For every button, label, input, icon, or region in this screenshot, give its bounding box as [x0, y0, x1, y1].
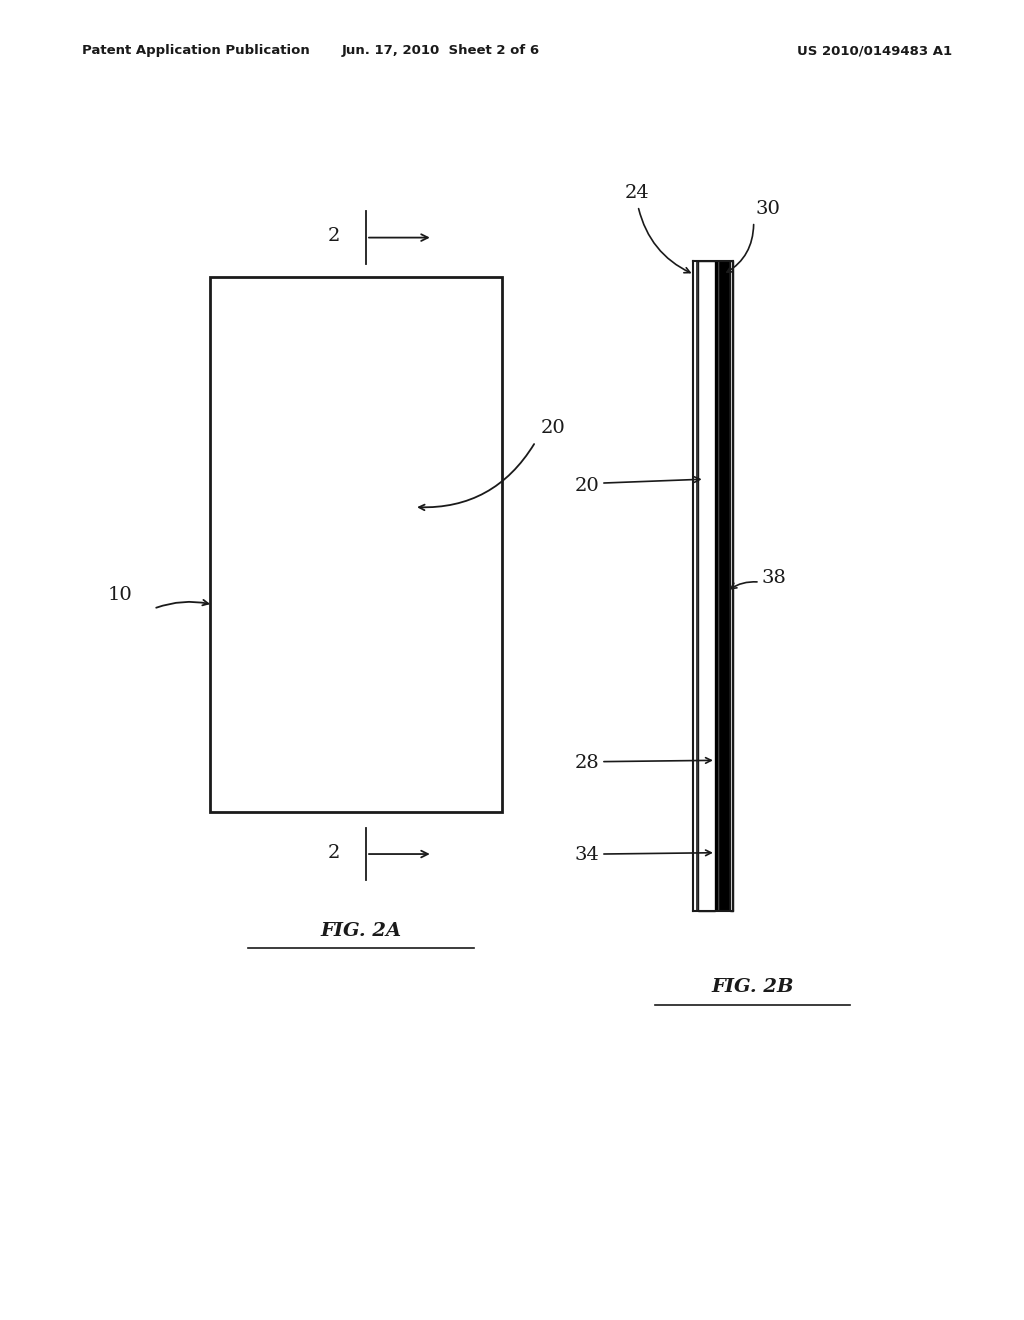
- Text: 28: 28: [574, 754, 599, 772]
- Text: 20: 20: [541, 420, 565, 437]
- Text: US 2010/0149483 A1: US 2010/0149483 A1: [798, 45, 952, 57]
- Bar: [693, 261, 697, 911]
- Bar: [715, 261, 718, 911]
- Text: 2: 2: [328, 843, 340, 862]
- Text: 24: 24: [625, 183, 649, 202]
- Bar: [730, 261, 733, 911]
- Bar: [719, 261, 730, 911]
- Text: FIG. 2B: FIG. 2B: [712, 978, 794, 997]
- Text: 34: 34: [574, 846, 599, 865]
- Text: FIG. 2A: FIG. 2A: [321, 921, 401, 940]
- Text: 38: 38: [762, 569, 786, 587]
- Text: Patent Application Publication: Patent Application Publication: [82, 45, 309, 57]
- Text: 10: 10: [108, 586, 132, 605]
- Bar: [210, 277, 502, 812]
- Text: 2: 2: [328, 227, 340, 246]
- Text: 30: 30: [756, 199, 780, 218]
- Text: 20: 20: [574, 477, 599, 495]
- Text: Jun. 17, 2010  Sheet 2 of 6: Jun. 17, 2010 Sheet 2 of 6: [341, 45, 540, 57]
- Bar: [698, 261, 715, 911]
